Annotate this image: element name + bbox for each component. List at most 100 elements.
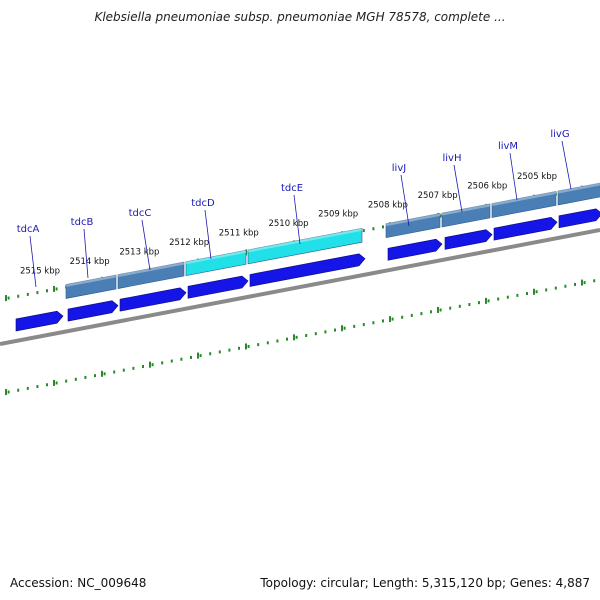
scale-tick-lower xyxy=(593,279,596,283)
gene-label: livG xyxy=(550,129,569,140)
gene-leader-line xyxy=(141,219,151,271)
scale-tick-lower xyxy=(458,304,461,308)
scale-tick-lower xyxy=(564,284,567,288)
cds-band xyxy=(117,261,185,289)
scale-label: 2506 kbp xyxy=(467,181,507,191)
scale-tick-lower xyxy=(497,297,500,301)
cds-band-highlight xyxy=(185,249,247,265)
scale-tick-lower xyxy=(55,381,58,385)
gene-label: tdcD xyxy=(191,198,215,209)
gene-leader-line xyxy=(83,228,89,279)
scale-tick-lower-major xyxy=(293,334,295,341)
scale-label: 2507 kbp xyxy=(418,191,458,201)
scale-tick-lower xyxy=(276,339,279,343)
scale-tick-lower-major xyxy=(5,389,7,396)
scale-tick-lower-major xyxy=(581,279,583,286)
scale-tick-upper xyxy=(55,287,58,291)
scale-tick-lower xyxy=(36,385,39,389)
gene-arrow xyxy=(187,275,249,299)
cds-band xyxy=(491,190,557,218)
cds-band xyxy=(65,274,117,299)
scale-tick-lower xyxy=(228,348,231,352)
scale-tick-lower-major xyxy=(149,361,151,368)
scale-tick-lower xyxy=(151,363,154,367)
scale-tick-lower xyxy=(142,365,144,369)
map-title: Klebsiella pneumoniae subsp. pneumoniae … xyxy=(94,10,506,24)
scale-tick-lower xyxy=(583,281,586,285)
scale-tick-lower-major xyxy=(485,297,487,304)
scale-tick-upper xyxy=(26,292,29,296)
gene-arrow xyxy=(493,216,558,241)
scale-tick-lower xyxy=(382,319,384,323)
scale-tick-lower xyxy=(554,286,557,290)
scale-label: 2513 kbp xyxy=(119,248,159,258)
gene-arrow xyxy=(387,238,443,261)
scale-tick-lower xyxy=(26,386,29,390)
scale-tick-lower xyxy=(410,313,413,317)
scale-tick-lower xyxy=(286,337,288,341)
scale-tick-lower xyxy=(74,377,77,381)
scale-label: 2511 kbp xyxy=(219,229,259,239)
cds-band xyxy=(385,213,441,239)
gene-label: tdcE xyxy=(281,183,303,194)
scale-tick-lower xyxy=(506,295,509,299)
gene-leader-line xyxy=(453,164,463,213)
gene-label: tdcB xyxy=(71,217,94,228)
scale-tick-upper-major xyxy=(53,285,55,292)
scale-tick-lower xyxy=(46,383,48,387)
scale-tick-lower xyxy=(324,330,327,334)
gene-arrow xyxy=(119,287,187,312)
scale-tick-lower xyxy=(574,282,576,286)
scale-tick-lower xyxy=(7,390,10,394)
cds-band-highlight xyxy=(247,227,363,253)
gene-arrow xyxy=(67,300,119,322)
scale-tick-lower xyxy=(199,354,202,358)
scale-tick-upper xyxy=(362,229,365,233)
gene-label: livM xyxy=(498,141,518,152)
gene-arrow xyxy=(15,310,64,332)
scale-tick-lower xyxy=(170,359,173,363)
cds-band-highlight xyxy=(491,190,557,206)
scale-tick-lower xyxy=(391,317,394,321)
cds-band xyxy=(185,249,247,277)
gene-label: tdcC xyxy=(129,208,152,219)
gene-leader-line xyxy=(509,152,518,201)
scale-tick-lower xyxy=(257,343,260,347)
accession-label: Accession: NC_009648 xyxy=(10,576,147,590)
scale-tick-lower xyxy=(132,366,135,370)
cds-band xyxy=(557,182,600,206)
scale-tick-lower-major xyxy=(533,288,535,295)
topology-label: Topology: circular; Length: 5,315,120 bp… xyxy=(260,576,590,590)
scale-tick-lower xyxy=(420,312,423,316)
gene-leader-line xyxy=(293,194,301,245)
scale-tick-lower xyxy=(122,368,125,372)
scale-tick-lower xyxy=(362,323,365,327)
gene-leader-line xyxy=(204,209,212,260)
gene-label: livJ xyxy=(392,163,406,174)
gene-leader-line xyxy=(561,140,572,190)
scale-tick-lower xyxy=(334,328,336,332)
scale-tick-lower-major xyxy=(437,306,439,313)
scale-tick-lower xyxy=(190,355,192,359)
gene-label: tdcA xyxy=(17,224,40,235)
scale-tick-lower xyxy=(180,357,183,361)
scale-tick-lower xyxy=(478,301,480,305)
scale-tick-lower xyxy=(487,299,490,303)
scale-tick-lower xyxy=(535,290,538,294)
gene-arrow xyxy=(558,208,600,229)
scale-tick-upper xyxy=(7,296,10,300)
scale-tick-upper xyxy=(17,294,20,298)
scale-tick-lower-major xyxy=(53,379,55,386)
scale-tick-lower xyxy=(65,379,68,383)
gene-arrow xyxy=(249,253,366,287)
scale-tick-lower xyxy=(526,292,528,296)
scale-tick-lower xyxy=(247,344,250,348)
cds-band-highlight xyxy=(557,182,600,194)
scale-tick-lower xyxy=(266,341,269,345)
scale-tick-lower xyxy=(305,334,308,338)
gene-leader-line xyxy=(29,235,37,288)
scale-tick-lower xyxy=(238,346,240,350)
scale-tick-lower-major xyxy=(341,325,343,332)
scale-tick-lower xyxy=(161,361,164,365)
